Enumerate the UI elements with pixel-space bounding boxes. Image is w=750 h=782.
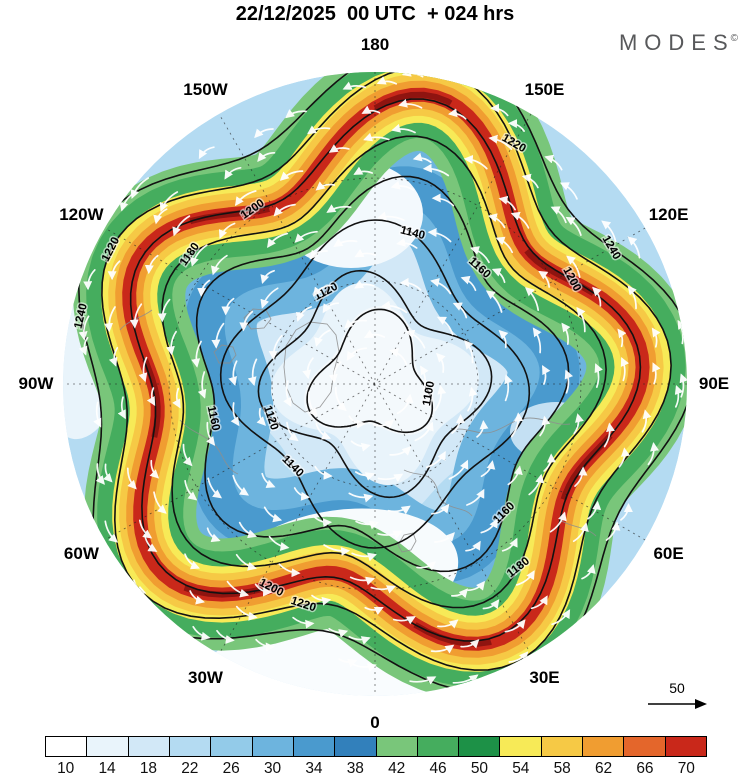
colorbar-cell: [87, 737, 129, 756]
colorbar-tick: 38: [346, 760, 364, 777]
colorbar-tick: 18: [139, 760, 158, 777]
colorbar-cell: [211, 737, 253, 756]
colorbar-tick: 62: [594, 760, 613, 777]
colorbar-cell: [128, 737, 170, 756]
lon-label-120W: 120W: [59, 204, 104, 224]
map-disk: 1100112011201140114011601160116011801180…: [63, 72, 687, 696]
colorbar-tick: 42: [388, 760, 406, 777]
colorbar-cell: [417, 737, 460, 756]
colorbar-tick: 46: [429, 760, 447, 777]
lon-label-90E: 90E: [698, 374, 730, 393]
colorbar-tick: 50: [470, 760, 489, 777]
lon-label-60W: 60W: [63, 543, 99, 563]
colorbar-cell: [541, 737, 584, 756]
colorbar-cell: [293, 737, 336, 756]
colorbar-tick: 70: [677, 760, 695, 777]
lon-label-30W: 30W: [188, 667, 223, 687]
wind-speed-field: [63, 72, 687, 696]
colorbar: 10 14 18 22 26 30 34 38 42 46 50 54 58 62 66 70: [45, 736, 707, 780]
chart-title: 22/12/2025 00 UTC + 024 hrs: [235, 3, 515, 25]
colorbar-cell: [665, 737, 706, 756]
modes-logo: MODES©: [619, 30, 738, 56]
colorbar-cells: [45, 736, 707, 757]
lon-label-150E: 150E: [524, 80, 565, 100]
reference-arrow-label: 50: [669, 680, 685, 696]
lon-label-30E: 30E: [529, 667, 560, 687]
colorbar-tick: 22: [181, 760, 199, 777]
colorbar-labels: 10 14 18 22 26 30 34 38 42 46 50 54 58 62 66 70: [45, 760, 707, 780]
reference-arrow-icon: [648, 699, 707, 709]
lon-label-120E: 120E: [648, 204, 689, 224]
lon-label-180: 180: [360, 35, 390, 54]
colorbar-tick: 14: [98, 760, 116, 777]
colorbar-tick: 54: [512, 760, 530, 777]
colorbar-tick: 10: [57, 760, 75, 777]
wind-reference-arrow: 50: [646, 680, 708, 715]
colorbar-cell: [624, 737, 666, 756]
colorbar-cell: [583, 737, 625, 756]
colorbar-cell: [46, 737, 88, 756]
lon-label-150W: 150W: [183, 80, 228, 100]
lon-label-0: 0: [370, 713, 380, 732]
colorbar-cell: [500, 737, 542, 756]
colorbar-tick: 58: [553, 760, 571, 777]
colorbar-cell: [252, 737, 294, 756]
colorbar-tick: 30: [263, 760, 282, 777]
streamline-arrows: [78, 72, 687, 685]
colorbar-cell: [335, 737, 377, 756]
colorbar-tick: 34: [305, 760, 323, 777]
copyright-mark: ©: [730, 33, 738, 44]
colorbar-cell: [459, 737, 501, 756]
colorbar-tick: 26: [222, 760, 240, 777]
lon-label-60E: 60E: [653, 543, 684, 563]
lon-label-90W: 90W: [18, 374, 54, 393]
modes-logo-text: MODES: [618, 30, 735, 55]
map-canvas: 1100112011201140114011601160116011801180…: [63, 72, 687, 696]
colorbar-cell: [376, 737, 418, 756]
colorbar-tick: 66: [636, 760, 654, 777]
graticule: [63, 72, 687, 696]
colorbar-cell: [169, 737, 212, 756]
polar-map: 1100 1120 1120 1140 1140 1160 1160 1160 1180 1180…: [18, 35, 730, 732]
